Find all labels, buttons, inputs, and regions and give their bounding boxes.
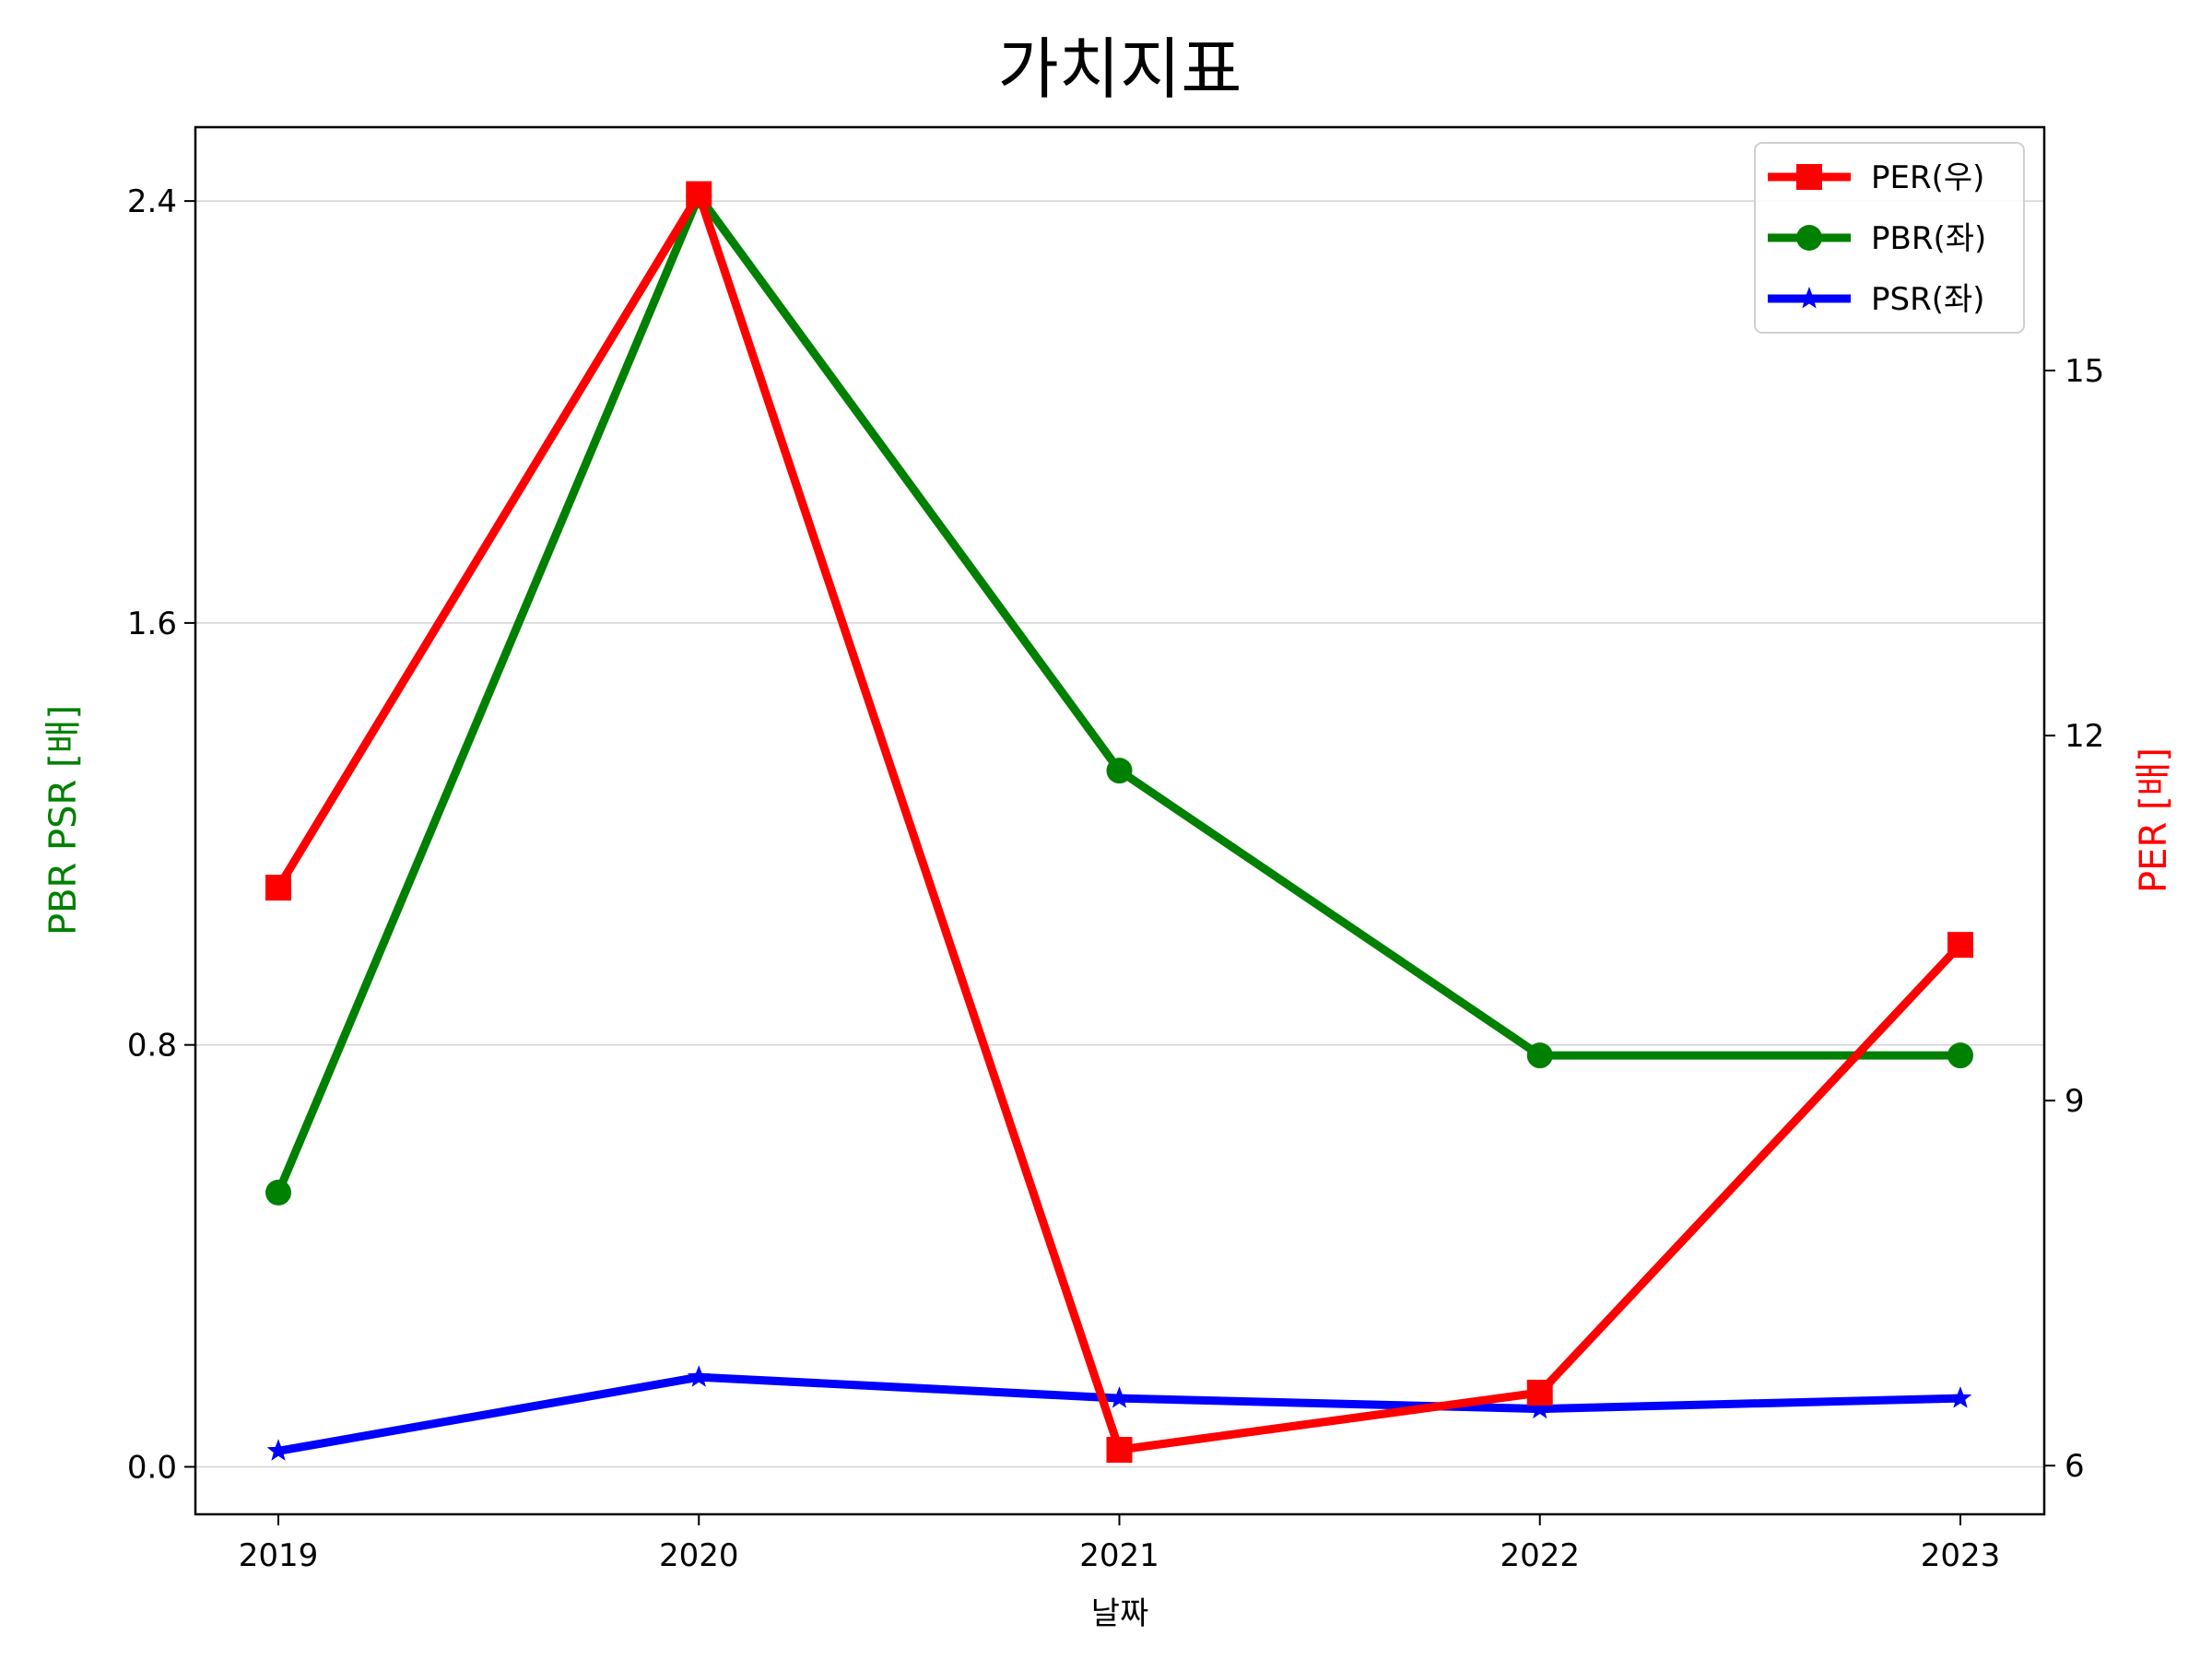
y-right-tick-label: 12 xyxy=(2065,718,2104,755)
x-tick-label: 2020 xyxy=(659,1537,739,1574)
legend: PER(우) PBR(좌) PSR(좌) xyxy=(1754,142,2025,334)
data-point xyxy=(265,875,291,901)
data-point xyxy=(1947,932,1973,959)
x-axis-label: 날짜 xyxy=(1091,1595,1149,1632)
y-left-tick-label: 1.6 xyxy=(127,606,177,642)
x-tick-label: 2021 xyxy=(1079,1537,1159,1574)
legend-label: PER(우) xyxy=(1871,159,1984,196)
plot-area-frame xyxy=(194,125,2046,1516)
legend-swatch-marker xyxy=(1796,164,1822,190)
data-point xyxy=(1948,1386,1972,1408)
data-point xyxy=(1526,1379,1553,1406)
data-point xyxy=(687,1365,711,1387)
x-tick-label: 2019 xyxy=(239,1537,319,1574)
data-point xyxy=(265,1179,291,1206)
y-left-tick-label: 0.0 xyxy=(127,1449,177,1486)
y-axis-label-right: PER [배] xyxy=(2133,747,2175,893)
x-tick-label: 2023 xyxy=(1921,1537,2001,1574)
legend-swatch-marker xyxy=(1796,225,1822,251)
y-right-tick-label: 9 xyxy=(2065,1083,2085,1120)
x-tick-label: 2022 xyxy=(1500,1537,1580,1574)
data-point xyxy=(266,1439,290,1461)
data-point xyxy=(1528,1396,1552,1419)
y-right-tick-label: 15 xyxy=(2065,353,2104,390)
legend-frame xyxy=(1754,142,2025,334)
series-group xyxy=(265,181,1973,1464)
legend-label: PBR(좌) xyxy=(1871,220,1986,257)
data-point xyxy=(1108,1386,1131,1408)
data-point xyxy=(686,181,712,207)
data-point xyxy=(1106,758,1133,784)
data-point xyxy=(1526,1042,1553,1069)
legend-swatch-marker xyxy=(1797,287,1821,309)
y-right-tick-label: 6 xyxy=(2065,1448,2085,1485)
y-left-tick-label: 0.8 xyxy=(127,1028,177,1065)
y-axis-label-left: PBR PSR [배] xyxy=(42,705,85,935)
grid-lines xyxy=(195,200,2044,1468)
data-point xyxy=(1947,1042,1973,1069)
tick-group: 2019 2020 2021 2022 2023 0.0 0.8 1.6 2.4 6 9 12 15 xyxy=(127,183,2104,1574)
chart-title: 가치지표 xyxy=(998,30,1242,108)
legend-label: PSR(좌) xyxy=(1871,281,1985,318)
y-left-tick-label: 2.4 xyxy=(127,183,177,220)
data-point xyxy=(1106,1437,1133,1464)
